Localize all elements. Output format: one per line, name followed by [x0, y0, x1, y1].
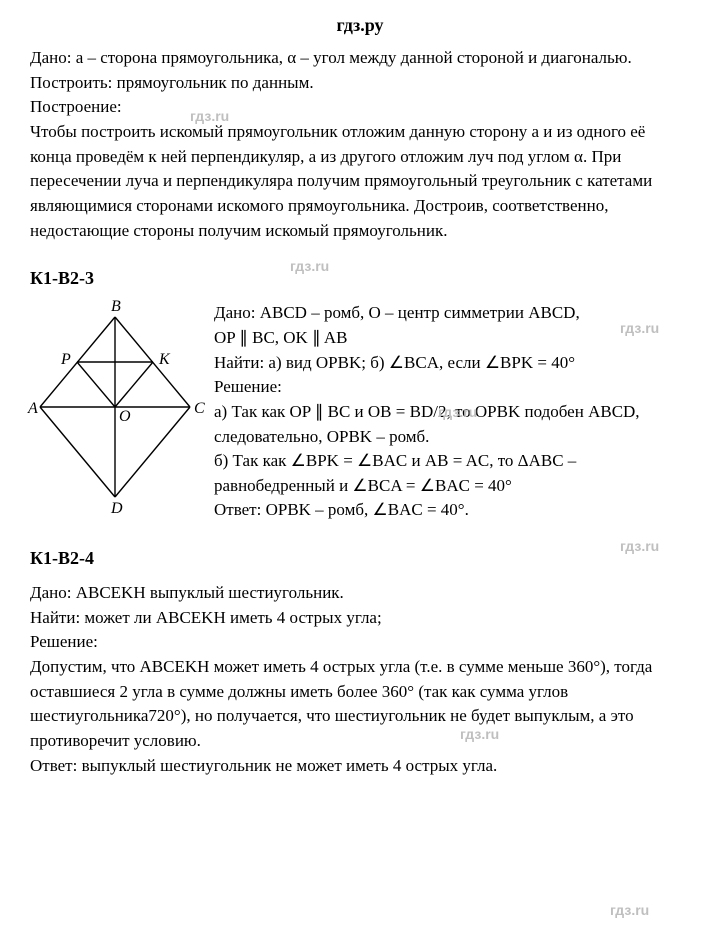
watermark: гдз.ru: [610, 900, 649, 920]
problem-3-block: A B C D P K O Дано: ABCD – ромб, O – центр сим…: [30, 301, 690, 523]
svg-text:B: B: [111, 298, 121, 315]
p3-answer: Ответ: OPBK – ромб, ∠BAC = 40°.: [214, 498, 690, 523]
p3-sol-label: Решение:: [214, 375, 690, 400]
svg-text:C: C: [194, 400, 205, 417]
p4-given: Дано: ABCEKH выпуклый шестиугольник.: [30, 581, 690, 606]
intro-construction-body: Чтобы построить искомый прямоугольник от…: [30, 120, 690, 243]
intro-given: Дано: a – сторона прямоугольника, α – уг…: [30, 46, 690, 71]
intro-task: Построить: прямоугольник по данным.: [30, 71, 690, 96]
svg-text:O: O: [119, 408, 131, 425]
p4-sol-label: Решение:: [30, 630, 690, 655]
svg-text:K: K: [158, 351, 171, 368]
svg-text:P: P: [60, 351, 71, 368]
page-header: гдз.ру: [30, 12, 690, 38]
heading-k1-v2-3: К1-В2-3: [30, 265, 690, 291]
heading-k1-v2-4: К1-В2-4: [30, 545, 690, 571]
p4-sol-body: Допустим, что ABCEKH может иметь 4 остры…: [30, 655, 690, 754]
p3-sol-a: а) Так как OP ∥ BC и OB = BD/2, то OPBK …: [214, 400, 690, 449]
svg-text:A: A: [27, 400, 38, 417]
intro-construction-label: Построение:: [30, 95, 690, 120]
p3-find: Найти: а) вид OPBK; б) ∠BCA, если ∠BPK =…: [214, 351, 690, 376]
p3-given: Дано: ABCD – ромб, O – центр симметрии A…: [214, 301, 690, 326]
p4-find: Найти: может ли ABCEKH иметь 4 острых уг…: [30, 606, 690, 631]
svg-text:D: D: [110, 500, 123, 517]
p3-sol-b: б) Так как ∠BPK = ∠BAC и AB = AC, то ΔAB…: [214, 449, 690, 498]
p3-given2: OP ∥ BC, OK ∥ AB: [214, 326, 690, 351]
p4-answer: Ответ: выпуклый шестиугольник не может и…: [30, 754, 690, 779]
rhombus-diagram: ABCDPKO: [30, 301, 200, 515]
